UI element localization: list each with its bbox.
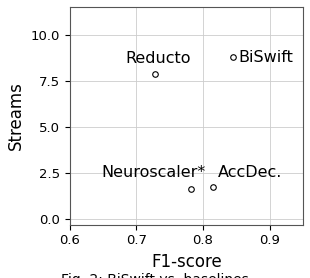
Point (210, 185, 215, 189)
Text: Neuroscaler*: Neuroscaler* (101, 165, 205, 180)
Point (231, 54, 236, 59)
Y-axis label: Streams: Streams (7, 81, 25, 150)
Text: BiSwift: BiSwift (238, 50, 293, 65)
Point (188, 187, 193, 191)
Text: Fig. 2: BiSwift vs. baselines: Fig. 2: BiSwift vs. baselines (61, 272, 249, 278)
Text: AccDec.: AccDec. (218, 165, 283, 180)
X-axis label: F1-score: F1-score (151, 253, 222, 271)
Text: Reducto: Reducto (125, 51, 190, 66)
Point (153, 72, 157, 76)
